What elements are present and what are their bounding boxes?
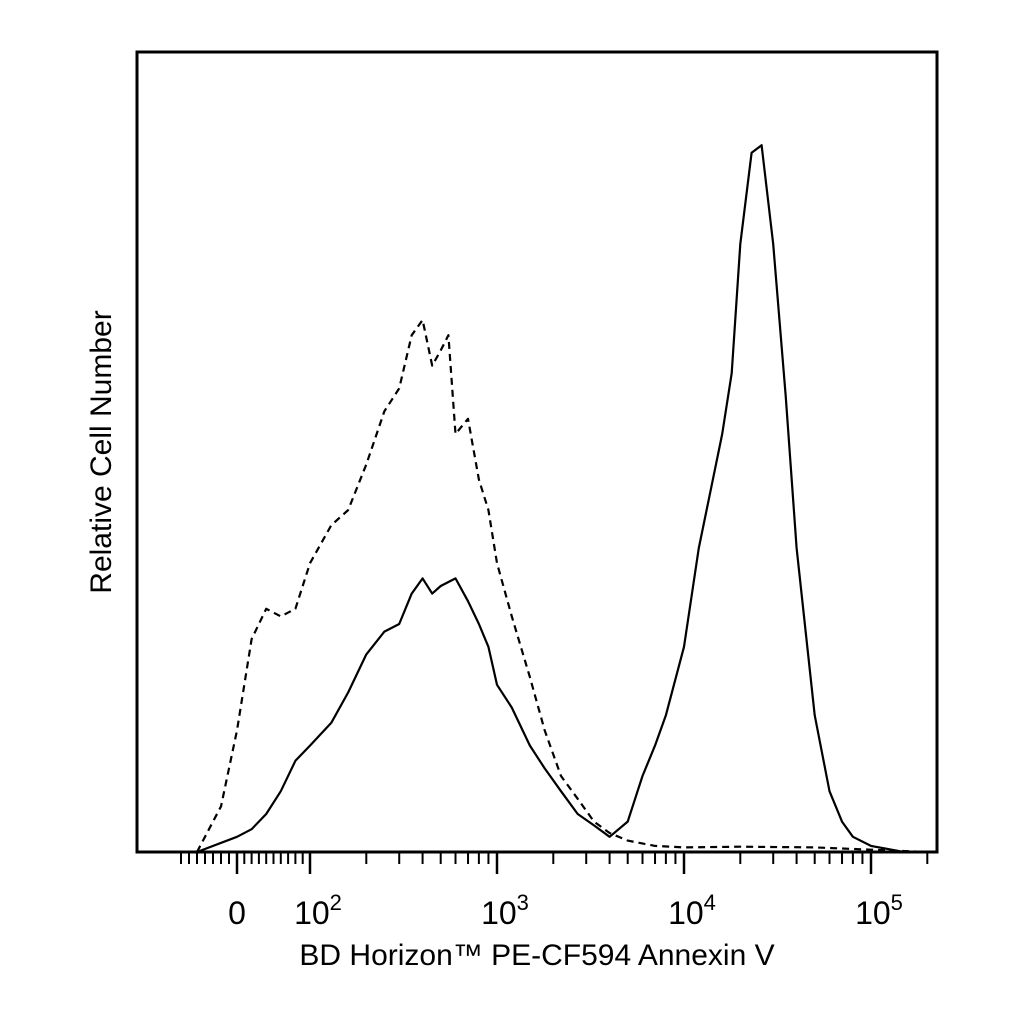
x-major-ticks (235, 852, 873, 874)
y-axis-label: Relative Cell Number (85, 310, 118, 593)
x-tick-label: 105 (855, 890, 903, 931)
x-tick-label: 103 (481, 890, 529, 931)
x-minor-ticks (180, 852, 929, 864)
plot-frame (135, 50, 939, 854)
series-dashed-line (196, 318, 928, 854)
series-layer (196, 144, 928, 854)
x-tick-labels: 0 102 103 104 105 (228, 890, 903, 931)
x-axis-label: BD Horizon™ PE-CF594 Annexin V (299, 939, 774, 972)
x-tick-label: 102 (294, 890, 342, 931)
x-tick-label: 0 (228, 895, 246, 931)
series-solid-line (196, 144, 905, 854)
x-tick-label: 104 (668, 890, 716, 931)
